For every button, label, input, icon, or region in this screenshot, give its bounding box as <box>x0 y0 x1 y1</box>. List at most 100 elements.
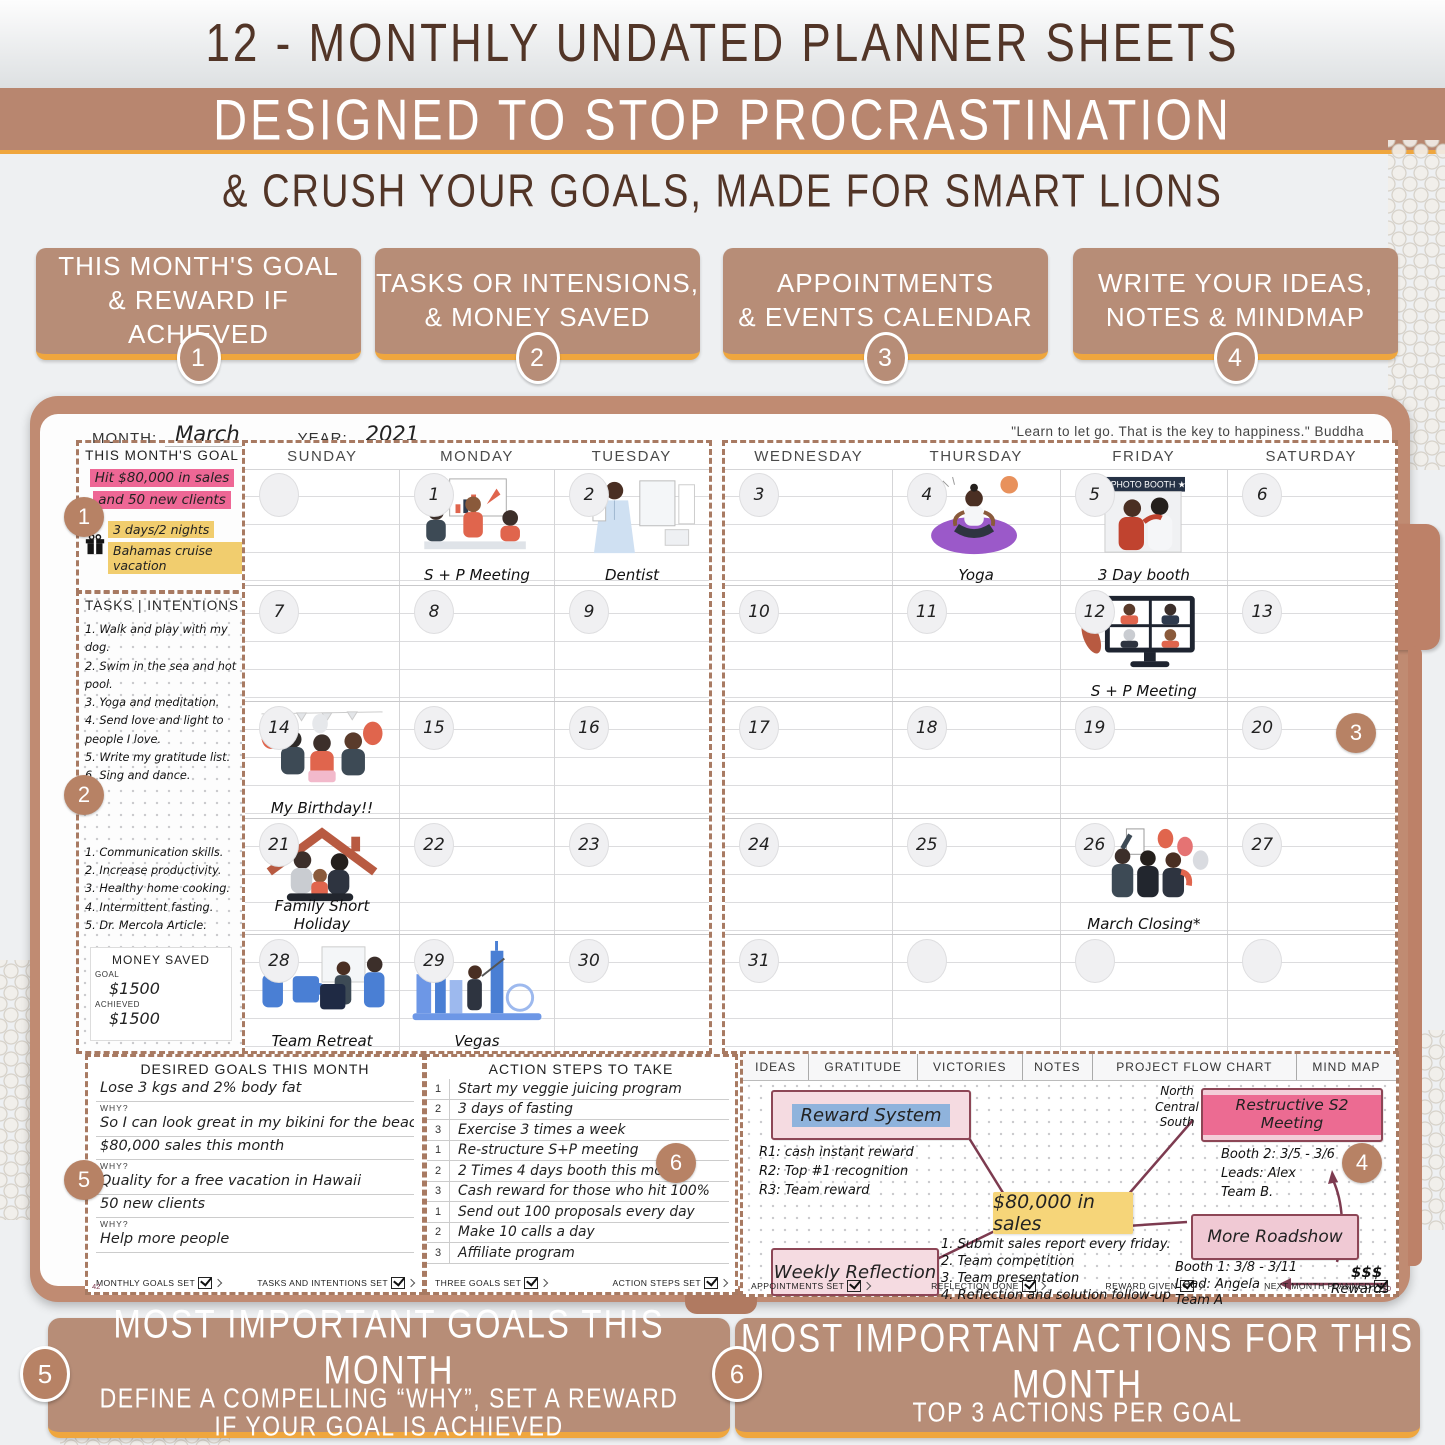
feature-line: & MONEY SAVED <box>424 302 651 332</box>
calendar-right-weeks: 3 4 Yoga 5 ★ PHOTO BOOTH ★ 3 Day booth 6 10 11 12… <box>725 469 1395 1051</box>
check-label: TASKS AND INTENTIONS SET <box>257 1277 416 1289</box>
task-item: 4. Send love and light to people I love. <box>85 714 224 746</box>
day-cell: 17 <box>725 702 892 818</box>
day-number: 1 <box>414 473 454 517</box>
day-cell: 1 S + P Meeting <box>399 469 554 585</box>
day-number: 31 <box>739 939 779 984</box>
day-cell: 13 <box>1227 585 1395 702</box>
feature-line: APPOINTMENTS <box>776 268 995 299</box>
checkbox-icon <box>198 1277 213 1289</box>
day-cell: 26 March Closing* <box>1059 818 1228 935</box>
day-cell: 29 Vegas <box>399 935 554 1051</box>
step-badge-6: 6 <box>656 1143 696 1183</box>
headline-1: 12 - MONTHLY UNDATED PLANNER SHEETS <box>205 13 1240 74</box>
vegas-illustration <box>407 941 547 1023</box>
day-cell: 20 <box>1227 702 1395 818</box>
action-step-text: Send out 100 proposals every day <box>458 1203 695 1220</box>
tab-notes[interactable]: NOTES <box>1021 1054 1093 1080</box>
event-label: Team Retreat <box>271 1031 373 1050</box>
calendar-right-page: WEDNESDAY THURSDAY FRIDAY SATURDAY 3 4 Yoga 5 ★… <box>722 440 1398 1054</box>
goal-text: Lose 3 kgs and 2% body fat <box>96 1079 414 1102</box>
week-row: 28 Team Retreat 29 Vegas 30 <box>245 934 709 1051</box>
money-goal-value: $1500 <box>109 979 160 998</box>
reward-lines: 3 days/2 nights Bahamas cruise vacation <box>85 519 245 576</box>
day-number: 27 <box>1242 822 1283 867</box>
action-step-text: Cash reward for those who hit 100% <box>458 1183 710 1200</box>
mindmap-note-line: 4. Reflection and solution follow-up <box>941 1288 1171 1304</box>
why-label: WHY? <box>100 1103 129 1113</box>
checkbox-icon <box>1021 1280 1036 1292</box>
mindmap-area: Reward System R1: cash instant reward R2:… <box>743 1080 1396 1308</box>
money-saved-title: MONEY SAVED <box>112 953 210 967</box>
tab-gratitude[interactable]: GRATITUDE <box>808 1054 917 1080</box>
tasks-box: TASKS | INTENTIONS 1. Walk and play with… <box>76 590 248 1054</box>
yoga-illustration <box>906 475 1046 557</box>
action-step-row: 1 Send out 100 proposals every day <box>427 1202 729 1223</box>
day-number: 15 <box>414 706 454 751</box>
day-number: 2 <box>569 473 609 517</box>
action-step-text: Make 10 calls a day <box>458 1224 595 1241</box>
mindmap-note-line: Central <box>1155 1099 1199 1114</box>
planner-cover: MONTH: March YEAR: 2021 "Learn to let go… <box>30 396 1440 1314</box>
day-header: WEDNESDAY <box>754 447 864 465</box>
action-step-number: 1 <box>427 1202 450 1222</box>
video-illustration <box>1074 592 1214 674</box>
day-number: 22 <box>414 822 454 867</box>
action-step-row: 1 Start my veggie juicing program <box>427 1079 729 1100</box>
action-steps-box: ACTION STEPS TO TAKE 1 Start my veggie ju… <box>424 1054 738 1295</box>
event-label: Dentist <box>604 565 660 584</box>
money-goal-label: GOAL <box>95 970 120 979</box>
day-header: FRIDAY <box>1112 447 1176 465</box>
action-step-number: 2 <box>427 1222 450 1242</box>
day-cell: 31 <box>725 935 892 1051</box>
mindmap-note-line: 3. Team presentation <box>941 1271 1080 1287</box>
mindmap-note-line: 1. Submit sales report every friday. <box>941 1237 1171 1252</box>
day-cell <box>1227 935 1395 1051</box>
chevron-icon <box>213 1278 223 1288</box>
mindmap-note-line: South <box>1159 1115 1195 1130</box>
task-item: 2. Swim in the sea and hot pool. <box>85 659 237 691</box>
week-row: 17 18 19 20 <box>725 701 1395 818</box>
feature-line: WRITE YOUR IDEAS, <box>1097 268 1374 299</box>
action-step-row: 2 2 Times 4 days booth this month <box>427 1161 729 1182</box>
step-badge-1: 1 <box>64 497 104 537</box>
feature-line: THIS MONTH'S GOAL <box>58 251 339 282</box>
day-cell: 24 <box>725 819 892 935</box>
tab-project-flow-chart[interactable]: PROJECT FLOW CHART <box>1092 1054 1296 1080</box>
notes-panel: IDEAS GRATITUDE VICTORIES NOTES PROJECT FLOW… <box>740 1051 1399 1308</box>
feature-number-badge: 1 <box>176 332 221 384</box>
check-label: NEXT MONTH PLANNED <box>1264 1280 1388 1292</box>
week-row: 10 11 12 S + P Meeting 13 <box>725 584 1395 702</box>
day-cell: 23 <box>554 818 709 935</box>
event-label: My Birthday!! <box>270 798 374 817</box>
why-answer: Help more people <box>96 1230 414 1253</box>
compass-notes: North Central South <box>1151 1084 1203 1131</box>
headline-band-1: 12 - MONTHLY UNDATED PLANNER SHEETS <box>0 0 1445 88</box>
desired-goals-rows: Lose 3 kgs and 2% body fat WHY? So I can l… <box>88 1079 422 1253</box>
action-step-text: Start my veggie juicing program <box>458 1080 682 1097</box>
tab-victories[interactable]: VICTORIES <box>916 1054 1022 1080</box>
planner-side-tab <box>1394 524 1440 650</box>
day-number: 3 <box>739 473 779 517</box>
tab-ideas[interactable]: IDEAS <box>755 1060 797 1074</box>
calendar-left-days: SUNDAY MONDAY TUESDAY <box>245 443 709 470</box>
step-badge-3: 3 <box>1336 713 1376 753</box>
planner-side-strip <box>1408 646 1422 1266</box>
mindmap-note-line: R1: cash instant reward <box>759 1145 914 1160</box>
mindmap-note-line: Team A <box>1175 1293 1223 1309</box>
mindmap-note-line: Booth 1: 3/8 - 3/11 <box>1175 1260 1298 1275</box>
calendar-right-days: WEDNESDAY THURSDAY FRIDAY SATURDAY <box>725 443 1395 470</box>
action-step-number: 1 <box>427 1079 450 1099</box>
more-roadshow-title: More Roadshow <box>1207 1227 1343 1247</box>
action-steps-footer: THREE GOALS SET ACTION STEPS SET <box>435 1277 729 1289</box>
day-cell <box>891 935 1060 1051</box>
desired-goals-footer: MONTHLY GOALS SET TASKS AND INTENTIONS SE… <box>96 1277 416 1289</box>
tab-mind-map[interactable]: MIND MAP <box>1295 1054 1396 1080</box>
left-page-number: 42 <box>92 1282 101 1291</box>
day-cell: 2 Dentist <box>554 469 709 585</box>
day-cell: 25 <box>891 818 1060 935</box>
day-cell: 14 My Birthday!! <box>245 702 399 818</box>
day-cell: 19 <box>1059 702 1228 818</box>
banner-subtitle: DEFINE A COMPELLING “WHY”, SET A REWARD <box>99 1382 679 1415</box>
day-cell: 15 <box>399 702 554 818</box>
